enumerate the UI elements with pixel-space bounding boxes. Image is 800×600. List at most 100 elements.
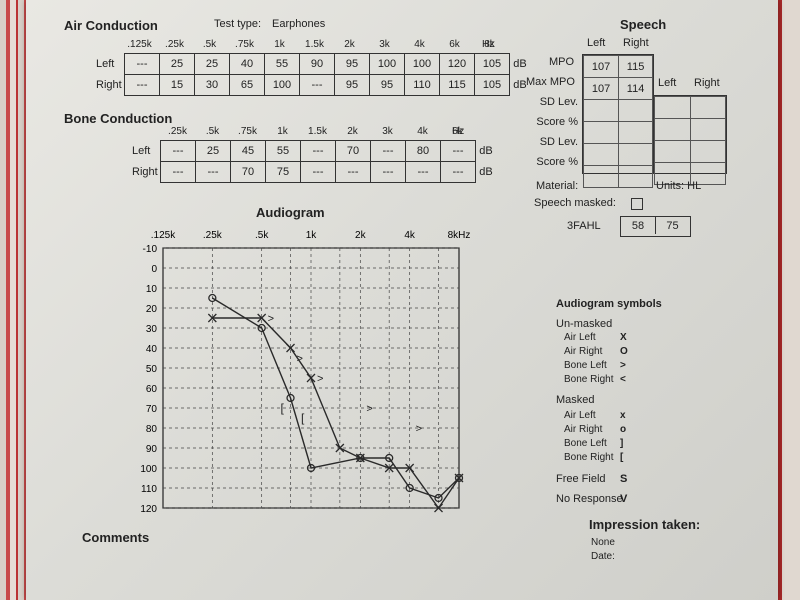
table-row [582,99,653,122]
air-right-point [208,293,217,303]
air-left-point [207,313,217,323]
x-tick-label: 8kHz [448,230,471,241]
bone-value-cell: --- [440,161,476,183]
air-value-cell: 105 [474,53,510,75]
air-value-cell: --- [124,74,160,96]
air-value-cell: 25 [159,53,195,75]
legend-symbol-name: Bone Right [564,452,614,463]
air-right-point [286,393,295,403]
speech-left-cell [582,165,620,188]
bone-value-cell: --- [160,140,196,162]
bone-freq-label: 3k [382,126,393,137]
air-value-cell: 95 [334,53,370,75]
speech-right-cell [618,121,653,144]
bone-value-cell: --- [370,140,406,162]
y-tick-label: 110 [141,484,157,495]
fahl-left-value: 58 [621,217,656,234]
speech-col-left: Left [587,37,606,49]
masked-label: Masked [556,394,595,406]
speech-side-table [653,95,727,185]
impression-none: None [591,537,615,548]
legend-symbol-name: Bone Right [564,374,614,385]
table-row: Right --- 15 30 65 100 --- 95 95 110 115 105 dB [96,74,530,96]
speech-row-label: SD Lev. [539,136,578,148]
table-row [582,121,653,144]
material-label: Material: [536,180,579,192]
air-freq-label: 1.5k [305,39,324,50]
bone-row-label: Right [132,166,158,178]
y-tick-label: -10 [143,244,158,255]
speech-row-label: Max MPO [526,76,575,88]
x-tick-label: .5k [255,230,269,241]
speech-masked-checkbox[interactable] [631,198,643,210]
y-tick-label: 20 [146,304,158,315]
speech-col-right: Right [623,37,649,49]
speech-row-label: SD Lev. [539,96,578,108]
air-freq-label: .125k [127,39,152,50]
air-value-cell: --- [124,53,160,75]
legend-symbol: < [620,374,626,385]
y-tick-label: 80 [146,424,158,435]
air-hz-label: Hz [482,39,495,50]
x-tick-label: 2k [355,230,367,241]
air-right-point [434,493,443,503]
speech-title: Speech [620,17,667,32]
speech-row-label: Score % [536,156,578,168]
fahl-label: 3FAHL [567,220,601,232]
air-left-point [335,443,345,453]
legend-symbol: o [620,424,627,435]
table-row: Left --- 25 45 55 --- 70 --- 80 --- dB [132,140,496,162]
test-type-label: Test type: [214,18,262,30]
air-left-point [434,503,443,513]
bone-freq-label: 6k [452,126,463,137]
speech-table: 107 115 107 114 [582,54,654,188]
air-row-label: Right [96,79,122,91]
y-tick-label: 70 [146,404,158,415]
bone-hz-label: Hz [452,126,465,137]
unmasked-label: Un-masked [556,318,613,330]
no-response-label: No Response [556,493,623,505]
bone-row-label: Left [132,145,151,157]
bone-unit: dB [479,166,493,178]
air-value-cell: 25 [194,53,230,75]
y-tick-label: 120 [140,504,157,515]
comments-label: Comments [82,530,150,545]
no-response-symbol: V [620,493,628,505]
bone-freq-label: .25k [168,126,187,137]
air-value-cell: --- [299,74,335,96]
impression-title: Impression taken: [589,517,701,532]
bone-value-cell: --- [300,140,336,162]
legend-symbol: x [620,410,626,421]
bone-left-point: > [317,373,323,385]
bone-value-cell: 45 [230,140,266,162]
fahl-box: 58 75 [620,216,691,237]
air-value-cell: 105 [474,74,510,96]
air-freq-label: 2k [344,39,355,50]
air-right-point [385,453,394,463]
air-value-cell: 100 [404,53,440,75]
air-row-label: Left [96,58,115,70]
air-left-point [454,473,464,483]
bone-unit: dB [479,145,493,157]
speech-left-cell: 107 [582,55,620,78]
speech-left-cell [582,121,620,144]
bone-value-cell: --- [335,161,371,183]
y-tick-label: 50 [146,364,158,375]
bone-value-cell: --- [195,161,231,183]
audiogram-title: Audiogram [256,205,325,220]
air-value-cell: 40 [229,53,265,75]
speech-right-cell [618,165,653,188]
air-freq-label: 6k [449,39,460,50]
air-right-point [257,323,266,333]
speech-left-cell: 107 [582,77,620,100]
y-tick-label: 30 [146,324,158,335]
air-freq-label: 4k [414,39,425,50]
air-right-point [454,473,464,483]
air-value-cell: 110 [404,74,440,96]
air-unit: dB [513,58,527,70]
bone-value-cell: --- [440,140,476,162]
test-type-value: Earphones [272,18,326,30]
legend-symbol: X [620,332,627,343]
y-tick-label: 60 [146,384,158,395]
bone-right-point: [ [281,401,285,415]
